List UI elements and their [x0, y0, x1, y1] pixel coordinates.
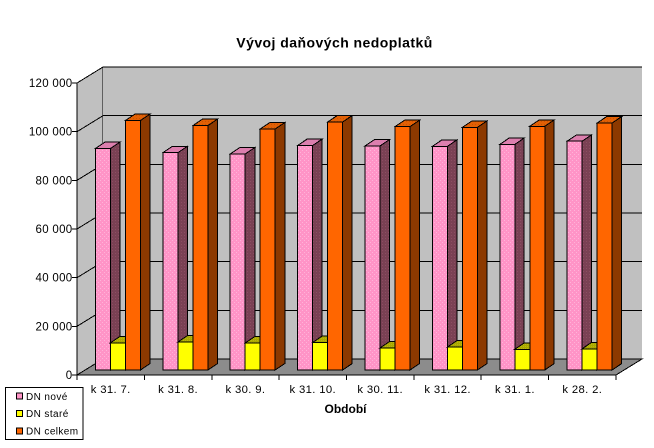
svg-text:40 000: 40 000 — [36, 273, 73, 285]
svg-text:Období: Období — [325, 402, 368, 416]
svg-text:80 000: 80 000 — [36, 175, 73, 187]
svg-text:k 31. 8.: k 31. 8. — [158, 384, 198, 396]
svg-text:DN staré: DN staré — [26, 409, 69, 420]
svg-text:k 31. 7.: k 31. 7. — [91, 384, 131, 396]
svg-text:k 31. 10.: k 31. 10. — [290, 384, 336, 396]
svg-text:k 31. 1.: k 31. 1. — [495, 384, 535, 396]
svg-text:0: 0 — [66, 370, 73, 382]
svg-text:DN celkem: DN celkem — [26, 427, 79, 438]
svg-text:120 000: 120 000 — [29, 78, 73, 90]
svg-text:100 000: 100 000 — [29, 127, 73, 139]
svg-text:k 31. 12.: k 31. 12. — [424, 384, 470, 396]
svg-text:k 28. 2.: k 28. 2. — [562, 384, 602, 396]
svg-text:DN nové: DN nové — [26, 392, 68, 403]
svg-text:20 000: 20 000 — [36, 321, 73, 333]
svg-text:k 30. 9.: k 30. 9. — [225, 384, 265, 396]
svg-text:60 000: 60 000 — [36, 224, 73, 236]
svg-text:k 30. 11.: k 30. 11. — [357, 384, 403, 396]
svg-text:Vývoj daňových nedoplatků: Vývoj daňových nedoplatků — [236, 35, 432, 51]
